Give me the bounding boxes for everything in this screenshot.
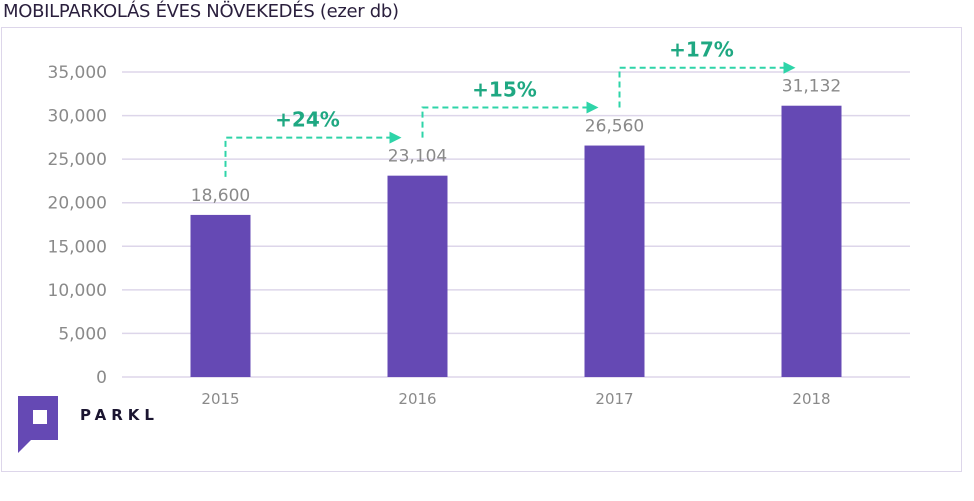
growth-label: +15% xyxy=(472,78,537,102)
y-tick-label: 20,000 xyxy=(48,194,107,214)
growth-label: +17% xyxy=(669,38,734,62)
y-tick-label: 5,000 xyxy=(58,324,107,344)
bar-2017 xyxy=(584,145,645,377)
growth-arrow-head xyxy=(783,61,796,74)
bar-2018 xyxy=(781,105,842,378)
y-tick-label: 15,000 xyxy=(48,237,107,257)
growth-arrow-line xyxy=(224,136,390,177)
x-tick-label: 2018 xyxy=(792,390,830,408)
value-label: 31,132 xyxy=(782,77,841,97)
x-tick-label: 2015 xyxy=(201,390,239,408)
growth-arrow-line xyxy=(618,66,784,108)
parkl-logo-icon xyxy=(18,396,58,453)
bar-2015 xyxy=(190,214,251,377)
growth-label: +24% xyxy=(275,108,340,132)
value-label: 23,104 xyxy=(388,147,447,167)
growth-arrow-head xyxy=(389,131,402,144)
y-tick-label: 10,000 xyxy=(48,281,107,301)
brand-name: PARKL xyxy=(80,406,159,424)
chart-frame xyxy=(1,27,962,472)
y-tick-label: 35,000 xyxy=(48,63,107,83)
y-tick-label: 30,000 xyxy=(48,107,107,127)
x-tick-label: 2016 xyxy=(398,390,436,408)
growth-arrow-head xyxy=(586,101,599,114)
x-tick-label: 2017 xyxy=(595,390,633,408)
y-tick-label: 25,000 xyxy=(48,150,107,170)
value-label: 18,600 xyxy=(191,186,250,206)
value-label: 26,560 xyxy=(585,117,644,137)
y-tick-label: 0 xyxy=(96,368,107,388)
growth-arrow-line xyxy=(421,106,587,138)
chart-title: MOBILPARKOLÁS ÉVES NÖVEKEDÉS (ezer db) xyxy=(3,1,399,22)
bar-2016 xyxy=(387,175,448,377)
